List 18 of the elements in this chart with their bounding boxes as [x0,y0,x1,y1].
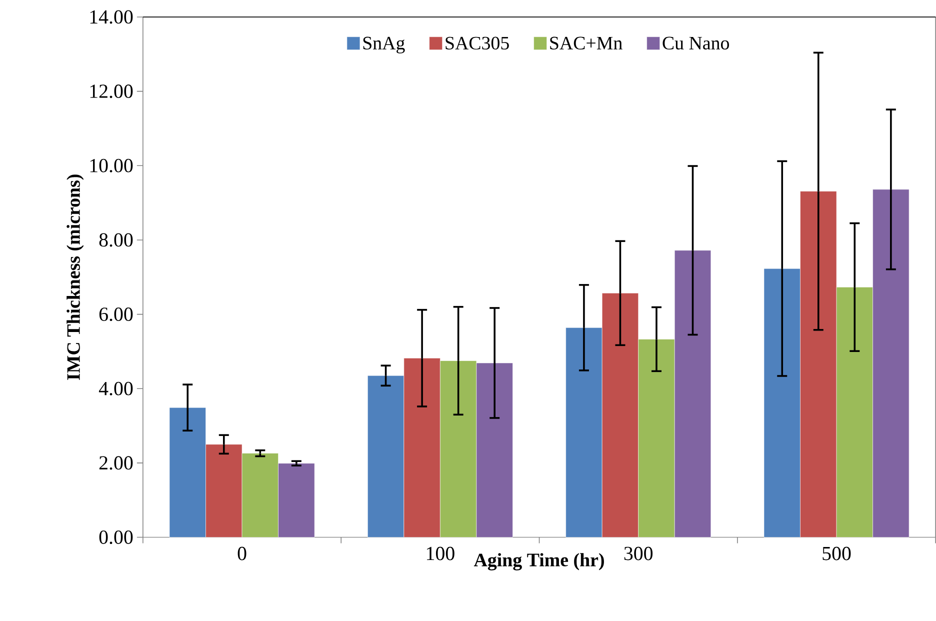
x-tick-label: 100 [427,546,454,560]
y-tick-label: 2.00 [99,456,133,470]
y-tick-label: 0.00 [99,530,133,544]
y-tick-label: 8.00 [99,233,133,247]
x-axis-title: Aging Time (hr) [474,553,604,570]
y-tick-label: 10.00 [90,159,133,173]
legend-label: SAC+Mn [550,36,622,50]
legend-label: Cu Nano [662,36,729,50]
x-tick-label: 500 [822,546,851,560]
y-tick-label: 14.00 [90,10,133,24]
y-tick-label: 4.00 [98,382,133,396]
y-axis-title: IMC Thickness (microns) [66,174,84,380]
legend-label: SAC305 [446,36,509,50]
y-tick-label: 6.00 [99,308,133,322]
x-tick-label: 300 [624,546,653,560]
x-tick-label: 0 [238,546,246,560]
legend-label: SnAg [363,36,405,54]
y-tick-label: 12.00 [90,84,133,98]
